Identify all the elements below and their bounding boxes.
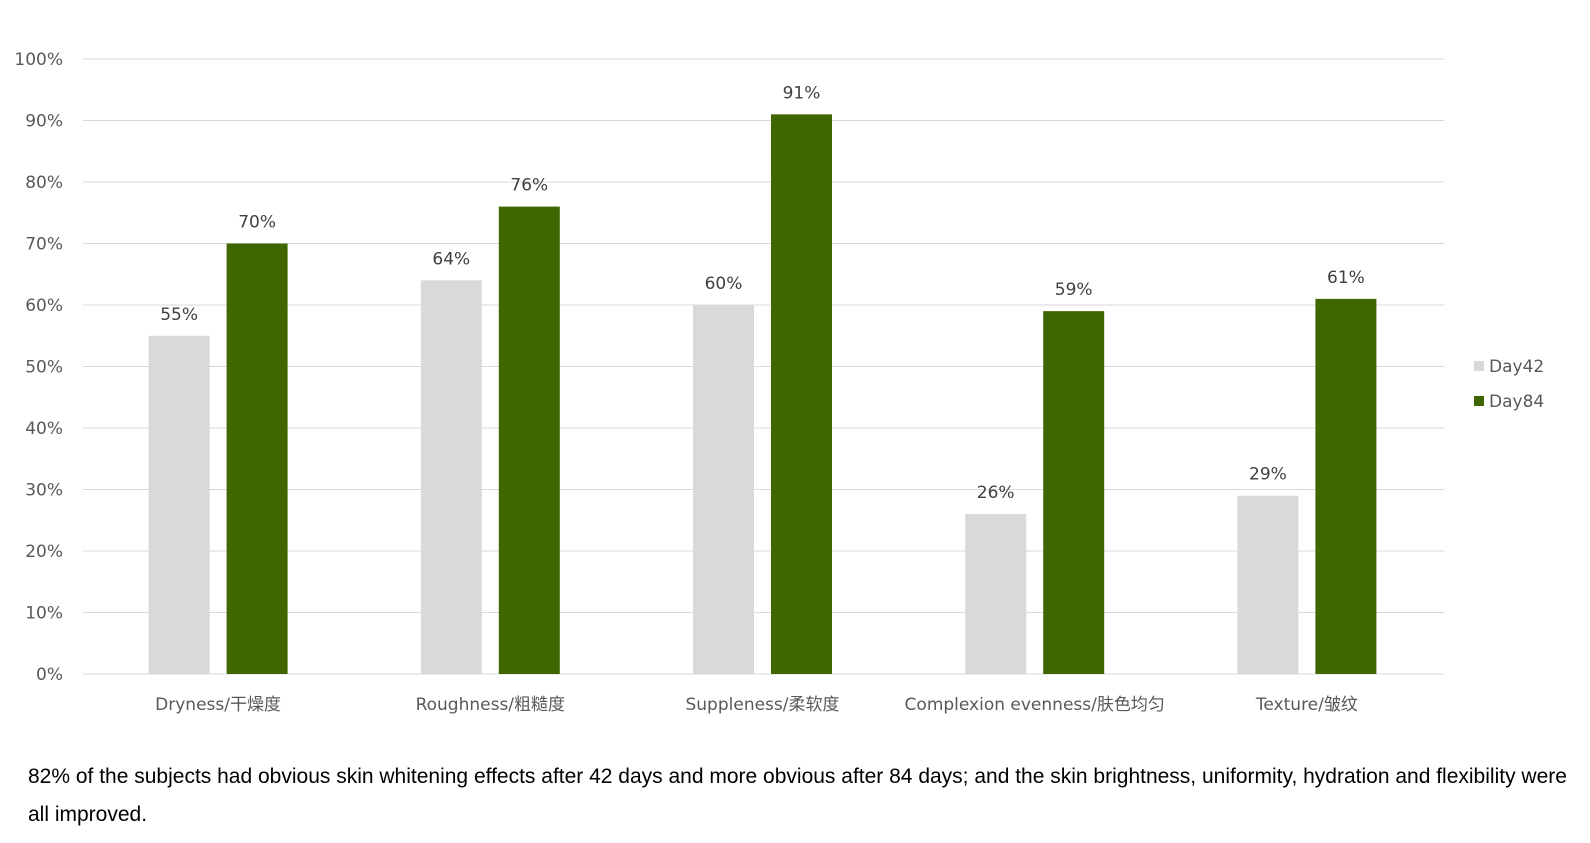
bar-day42 [1237,495,1299,674]
chart-caption: 82% of the subjects had obvious skin whi… [28,765,1567,826]
data-label: 76% [510,176,548,196]
y-tick-label: 30% [25,481,63,501]
bar-day84 [771,114,832,675]
y-axis-ticks: 0% 10% 20% 30% 40% 50% 60% 70% 80% 90% 100% [14,50,63,685]
legend: Day42 Day84 [1474,357,1544,412]
y-tick-label: 40% [25,419,63,439]
x-tick-label: Complexion evenness/肤色均匀 [905,695,1165,715]
data-label: 26% [977,483,1015,503]
x-tick-label: Suppleness/柔软度 [685,695,839,715]
y-tick-label: 70% [25,235,63,255]
data-label: 55% [160,305,198,325]
x-tick-label: Dryness/干燥度 [155,695,281,715]
bar-day84 [226,243,288,674]
x-tick-label: Roughness/粗糙度 [416,695,565,715]
y-tick-label: 10% [25,604,63,624]
bar-day42 [148,335,210,674]
data-label: 59% [1055,280,1093,300]
x-axis-labels: Dryness/干燥度 Roughness/粗糙度 Suppleness/柔软度 Co… [155,695,1358,715]
legend-swatch-day84 [1474,396,1484,406]
bars [148,114,1377,675]
data-labels: 55% 70% 64% 76% 60% 91% 26% 59% 29% 61% [160,83,1365,503]
data-label: 60% [705,274,743,294]
bar-chart: 0% 10% 20% 30% 40% 50% 60% 70% 80% 90% 100% 55% 70%… [14,50,1544,715]
data-label: 91% [783,83,821,103]
y-tick-label: 60% [25,296,63,316]
data-label: 29% [1249,465,1287,485]
gridlines [83,58,1444,675]
legend-label: Day42 [1489,357,1544,377]
y-tick-label: 80% [25,173,63,193]
y-tick-label: 50% [25,358,63,378]
y-tick-label: 100% [14,50,63,70]
bar-day42 [420,280,482,674]
legend-swatch-day42 [1474,361,1484,371]
bar-day84 [498,206,560,674]
x-tick-label: Texture/皱纹 [1255,695,1358,715]
y-tick-label: 20% [25,542,63,562]
bar-day42 [965,514,1027,674]
y-tick-label: 90% [25,112,63,132]
bar-day84 [1043,311,1105,674]
data-label: 61% [1327,268,1365,288]
bar-day84 [1315,298,1377,674]
legend-label: Day84 [1489,392,1544,412]
bar-day42 [693,305,754,674]
data-label: 70% [238,213,276,233]
data-label: 64% [432,249,470,269]
y-tick-label: 0% [36,665,63,685]
